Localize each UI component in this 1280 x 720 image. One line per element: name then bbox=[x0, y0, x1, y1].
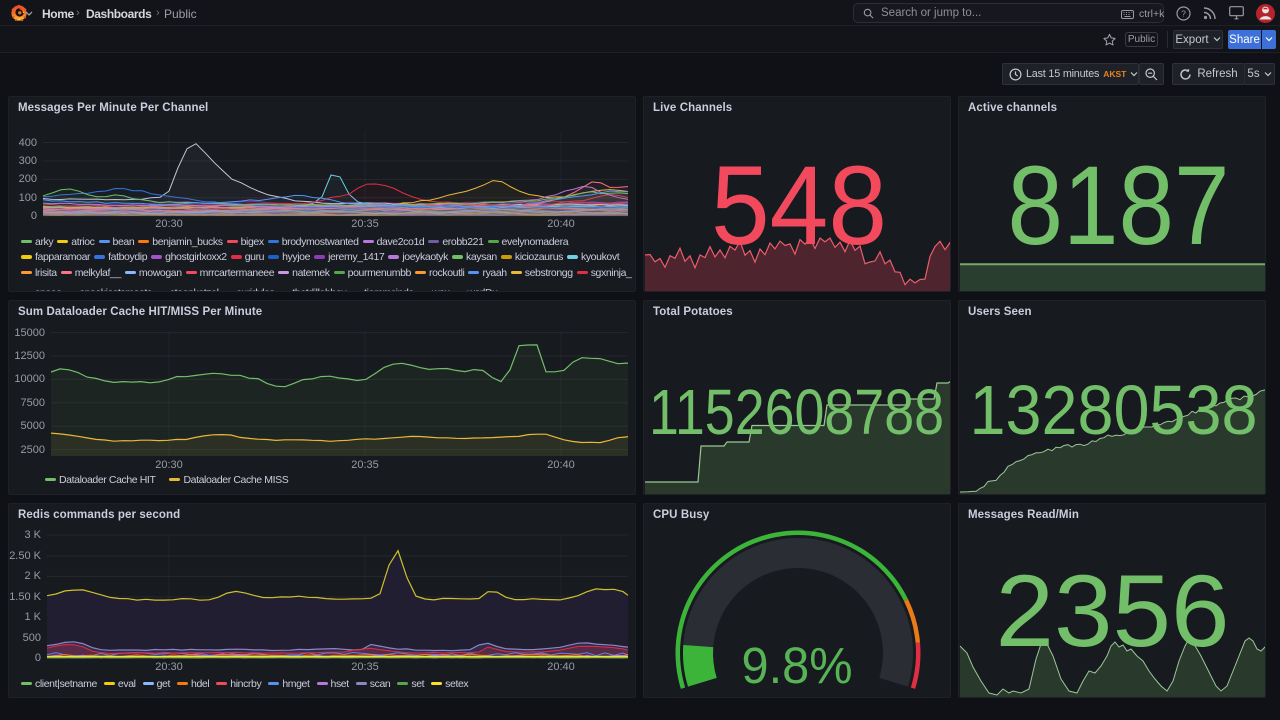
svg-text:548: 548 bbox=[711, 143, 887, 268]
svg-text:9.8%: 9.8% bbox=[742, 637, 853, 694]
svg-text:13280538: 13280538 bbox=[970, 371, 1258, 449]
svg-text:8187: 8187 bbox=[1008, 143, 1230, 268]
svg-text:1152608788: 1152608788 bbox=[649, 376, 944, 448]
svg-text:?: ? bbox=[1181, 9, 1186, 19]
svg-text:2356: 2356 bbox=[996, 554, 1230, 668]
